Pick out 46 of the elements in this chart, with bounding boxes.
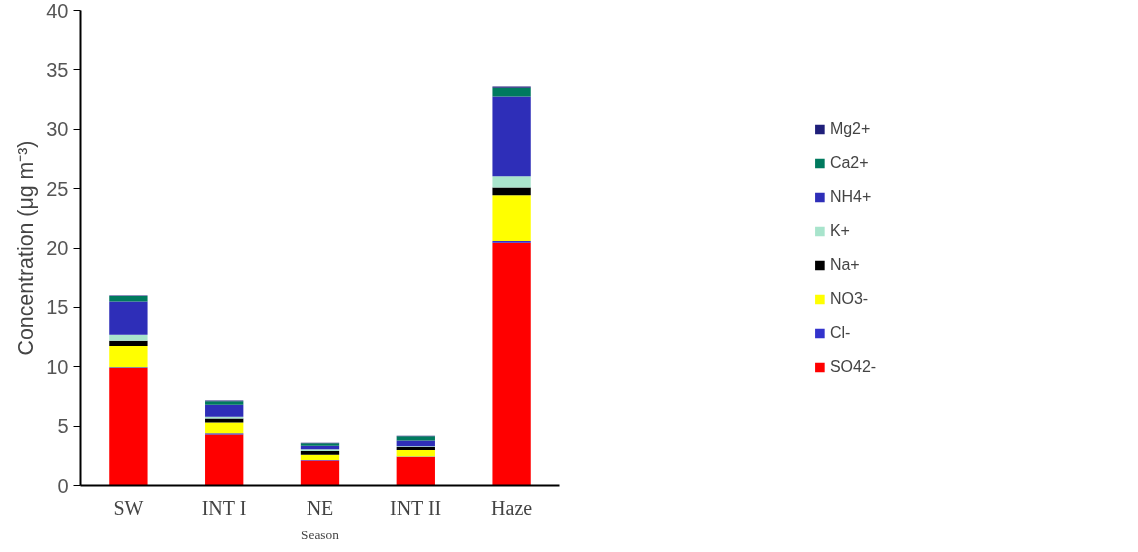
y-tick-label: 10 bbox=[46, 355, 69, 378]
legend-label: Cl- bbox=[829, 323, 851, 342]
y-tick-label: 40 bbox=[46, 0, 69, 22]
legend-label: Ca2+ bbox=[829, 153, 869, 172]
bar bbox=[492, 87, 531, 97]
bar bbox=[396, 457, 435, 486]
bar bbox=[205, 418, 244, 423]
bar bbox=[109, 340, 148, 346]
bar bbox=[396, 449, 435, 457]
legend-label: K+ bbox=[829, 221, 850, 240]
bar bbox=[300, 460, 340, 486]
y-tick-label: 35 bbox=[46, 58, 69, 81]
y-axis-title: Concentration (μg m⁻³) bbox=[14, 140, 39, 356]
y-tick-label: 25 bbox=[46, 177, 69, 200]
x-tick-label: NE bbox=[306, 496, 334, 519]
bar bbox=[396, 440, 435, 447]
bar bbox=[492, 242, 531, 486]
y-tick-label: 15 bbox=[46, 296, 69, 319]
bar bbox=[396, 436, 435, 441]
x-tick-label: INT II bbox=[389, 496, 442, 519]
y-tick-label: 30 bbox=[46, 118, 69, 141]
legend-label: SO42- bbox=[829, 357, 877, 376]
bar bbox=[205, 434, 244, 486]
bar bbox=[205, 404, 244, 417]
bar bbox=[492, 176, 531, 188]
y-tick-label: 0 bbox=[57, 474, 69, 497]
legend-label: Na+ bbox=[829, 255, 860, 274]
bar bbox=[109, 367, 148, 486]
legend-label: Mg2+ bbox=[829, 119, 871, 138]
legend-label: NO3- bbox=[829, 289, 869, 308]
bar bbox=[109, 345, 148, 368]
bar bbox=[300, 454, 340, 460]
bar bbox=[109, 301, 148, 335]
bar bbox=[109, 334, 148, 341]
bar bbox=[492, 195, 531, 241]
x-tick-label: SW bbox=[113, 496, 144, 519]
x-tick-label: Haze bbox=[491, 496, 533, 519]
bar bbox=[205, 422, 244, 434]
y-tick-label: 20 bbox=[46, 237, 69, 259]
y-tick-label: 5 bbox=[57, 415, 69, 438]
bar bbox=[492, 96, 531, 177]
bar bbox=[492, 187, 531, 196]
bar bbox=[109, 296, 148, 302]
legend-label: NH4+ bbox=[829, 187, 872, 206]
x-axis-title: Season bbox=[301, 526, 340, 542]
x-tick-label: INT I bbox=[201, 496, 247, 519]
